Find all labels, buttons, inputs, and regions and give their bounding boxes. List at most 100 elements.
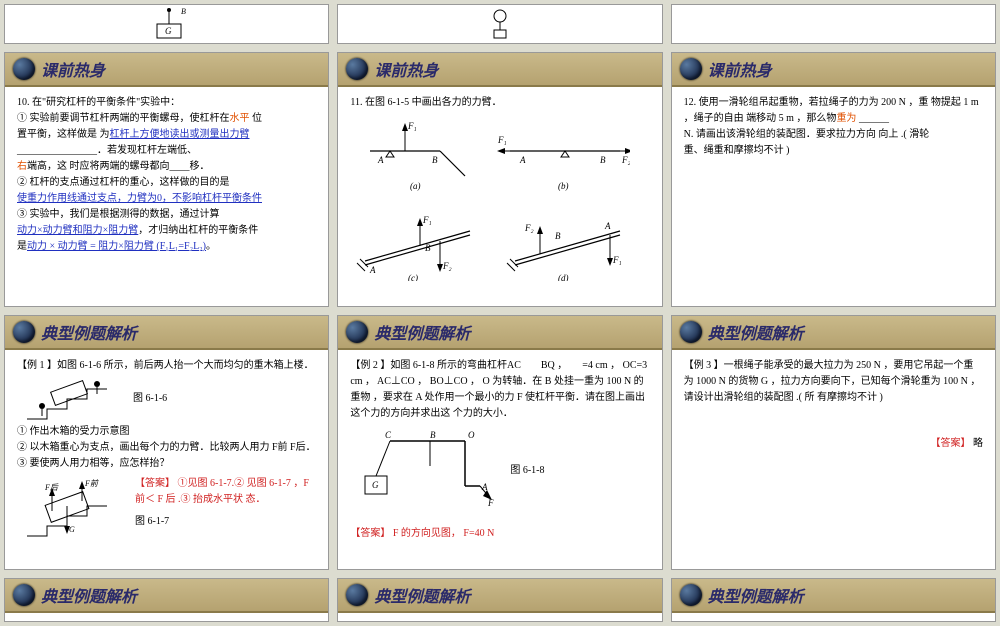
text-line: ① 实验前要调节杠杆两端的平衡螺母，使杠杆在水平 位: [17, 111, 316, 127]
slide-header: 典型例题解析: [338, 579, 661, 613]
svg-text:B: B: [600, 155, 606, 165]
slide-partial-bottom-1: 典型例题解析: [4, 578, 329, 622]
globe-icon: [346, 584, 368, 606]
text-line: 使重力作用线通过支点，力臂为0，不影响杠杆平衡条件: [17, 191, 316, 207]
diagram-lever-forces: F₁ A B (a) F₁ A B F₂ (b): [350, 111, 630, 281]
slide-partial-bottom-2: 典型例题解析: [337, 578, 662, 622]
diagram-stairs-1: [17, 374, 127, 424]
diagram-bent-lever: C O B A G F: [350, 426, 500, 516]
svg-text:B: B: [430, 430, 436, 440]
svg-text:F₁: F₁: [612, 255, 622, 265]
text-line: 11. 在图 6-1-5 中画出各力的力臂．: [350, 95, 649, 111]
svg-text:B: B: [181, 7, 186, 16]
slide-title: 课前热身: [708, 57, 772, 81]
svg-text:F前: F前: [84, 479, 99, 488]
slide-header: 课前热身: [5, 53, 328, 87]
slide-header: 典型例题解析: [672, 579, 995, 613]
slide-title: 典型例题解析: [41, 583, 137, 607]
slide-content: 11. 在图 6-1-5 中画出各力的力臂． F₁ A B (a): [338, 87, 661, 295]
slide-example-1: 典型例题解析 【例 1 】如图 6-1-6 所示，前后两人抬一个大而均匀的重木箱…: [4, 315, 329, 570]
diagram-stairs-2: F后 F前 G: [17, 476, 127, 546]
slide-title: 典型例题解析: [374, 583, 470, 607]
globe-icon: [346, 58, 368, 80]
globe-icon: [13, 321, 35, 343]
svg-text:A: A: [377, 155, 384, 165]
svg-text:F₂: F₂: [621, 155, 630, 165]
text-blank: ______: [859, 113, 889, 124]
slide-content: 【例 1 】如图 6-1-6 所示，前后两人抬一个大而均匀的重木箱上楼． 图 6…: [5, 350, 328, 554]
text-line: ③ 实验中，我们是根据测得的数据，通过计算: [17, 207, 316, 223]
slide-title: 典型例题解析: [708, 583, 804, 607]
slide-title: 典型例题解析: [41, 320, 137, 344]
globe-icon: [680, 584, 702, 606]
text-line: 10. 在"研究杠杆的平衡条件"实验中：: [17, 95, 316, 111]
text-line: ② 以木箱重心为支点，画出每个力的力臂．比较两人用力 F前 F后．: [17, 440, 316, 456]
svg-text:A: A: [519, 155, 526, 165]
slide-header: 课前热身: [672, 53, 995, 87]
diagram-pulley-small: [480, 6, 520, 42]
svg-text:(c): (c): [408, 273, 418, 281]
slide-header: 典型例题解析: [5, 316, 328, 350]
text-line: 【例 1 】如图 6-1-6 所示，前后两人抬一个大而均匀的重木箱上楼．: [17, 358, 316, 374]
svg-text:F₁: F₁: [497, 135, 507, 145]
text-highlight: 重为: [836, 113, 856, 124]
globe-icon: [680, 321, 702, 343]
svg-text:F: F: [487, 498, 494, 508]
slide-warmup-12: 课前热身 12. 使用一滑轮组吊起重物，若拉绳子的力为 200 N ，重 物提起…: [671, 52, 996, 307]
slide-partial-bottom-3: 典型例题解析: [671, 578, 996, 622]
svg-text:B: B: [555, 231, 561, 241]
svg-text:B: B: [432, 155, 438, 165]
text-line: ________________．若发现杠杆左端低、: [17, 143, 316, 159]
answer-text: 略: [973, 438, 983, 449]
svg-text:(a): (a): [410, 181, 421, 191]
figure-label: 图 6-1-7: [135, 514, 316, 530]
globe-icon: [13, 584, 35, 606]
svg-text:G: G: [69, 525, 75, 534]
text-line: 右端高，这 时应将两端的螺母都向____移．: [17, 159, 316, 175]
slide-title: 课前热身: [374, 57, 438, 81]
svg-text:A: A: [369, 265, 376, 275]
svg-text:F₂: F₂: [442, 261, 452, 271]
answer-label: 【答案】: [135, 478, 175, 489]
answer-label: 【答案】: [931, 438, 971, 449]
globe-icon: [346, 321, 368, 343]
slide-grid: G B 课前热身 10. 在"研究杠杆的平衡条件"实验中： ① 实验前要调节杠杆…: [0, 0, 1000, 626]
text-line: 置平衡，这样做是 为杠杆上方便地读出或测量出力臂: [17, 127, 316, 143]
partial-slide-1: G B: [4, 4, 329, 44]
slide-header: 典型例题解析: [672, 316, 995, 350]
svg-text:A: A: [604, 221, 611, 231]
slide-title: 典型例题解析: [374, 320, 470, 344]
text-line: 【例 3 】一根绳子能承受的最大拉力为 250 N ，要用它吊起一个重为 100…: [684, 358, 983, 406]
text-line: ③ 要使两人用力相等，应怎样抬？: [17, 456, 316, 472]
text-line: ② 杠杆的支点通过杠杆的重心，这样做的目的是: [17, 175, 316, 191]
text-line: 12. 使用一滑轮组吊起重物，若拉绳子的力为 200 N ，重: [684, 97, 929, 108]
slide-content: 【例 3 】一根绳子能承受的最大拉力为 250 N ，要用它吊起一个重为 100…: [672, 350, 995, 460]
slide-header: 课前热身: [338, 53, 661, 87]
svg-text:G: G: [372, 480, 379, 490]
svg-text:F后: F后: [44, 483, 59, 492]
text-line: 动力×动力臂和阻力×阻力臂，才归纳出杠杆的平衡条件: [17, 223, 316, 239]
slide-content: 10. 在"研究杠杆的平衡条件"实验中： ① 实验前要调节杠杆两端的平衡螺母，使…: [5, 87, 328, 263]
answer-label: 【答案】: [350, 528, 390, 539]
svg-text:F₁: F₁: [422, 215, 432, 225]
svg-text:(d): (d): [558, 273, 569, 281]
answer-text: F 的方向见图， F=40 N: [393, 528, 494, 539]
slide-example-2: 典型例题解析 【例 2 】如图 6-1-8 所示的弯曲杠杆AC BQ ， =4 …: [337, 315, 662, 570]
partial-slide-2: [337, 4, 662, 44]
globe-icon: [680, 58, 702, 80]
svg-text:(b): (b): [558, 181, 569, 191]
slide-content: 12. 使用一滑轮组吊起重物，若拉绳子的力为 200 N ，重 物提起 1 m …: [672, 87, 995, 167]
slide-header: 典型例题解析: [338, 316, 661, 350]
slide-title: 课前热身: [41, 57, 105, 81]
text-line: N. 请画出该滑轮组的装配图．要求拉力方向 向上 .( 滑轮: [684, 127, 983, 143]
slide-warmup-11: 课前热身 11. 在图 6-1-5 中画出各力的力臂． F₁ A B (a): [337, 52, 662, 307]
globe-icon: [13, 58, 35, 80]
slide-warmup-10: 课前热身 10. 在"研究杠杆的平衡条件"实验中： ① 实验前要调节杠杆两端的平…: [4, 52, 329, 307]
slide-example-3: 典型例题解析 【例 3 】一根绳子能承受的最大拉力为 250 N ，要用它吊起一…: [671, 315, 996, 570]
svg-text:F₂: F₂: [524, 223, 534, 233]
svg-text:F₁: F₁: [407, 121, 417, 131]
svg-text:C: C: [385, 430, 392, 440]
svg-text:O: O: [468, 430, 475, 440]
slide-content: 【例 2 】如图 6-1-8 所示的弯曲杠杆AC BQ ， =4 cm ， OC…: [338, 350, 661, 550]
text-line: ① 作出木箱的受力示意图: [17, 424, 316, 440]
